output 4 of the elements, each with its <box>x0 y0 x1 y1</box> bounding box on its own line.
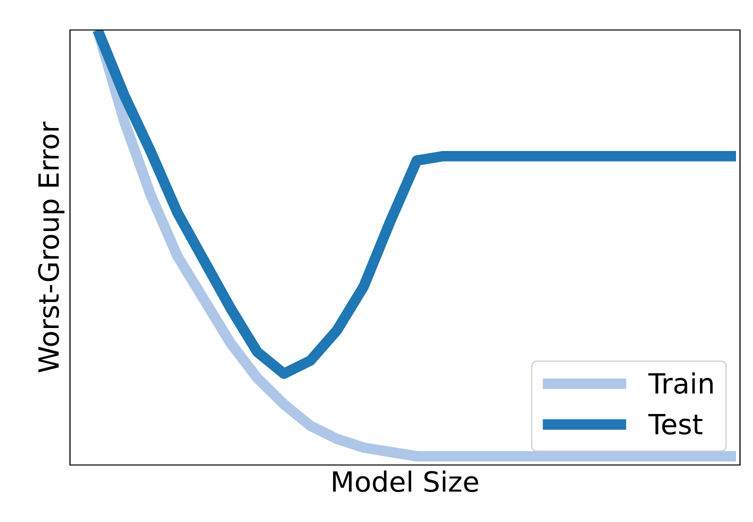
legend-label: Test <box>648 414 702 435</box>
y-axis-title: Worst-Group Error <box>38 122 64 372</box>
x-axis-title: Model Size <box>333 470 478 492</box>
legend-label: Train <box>648 372 713 394</box>
